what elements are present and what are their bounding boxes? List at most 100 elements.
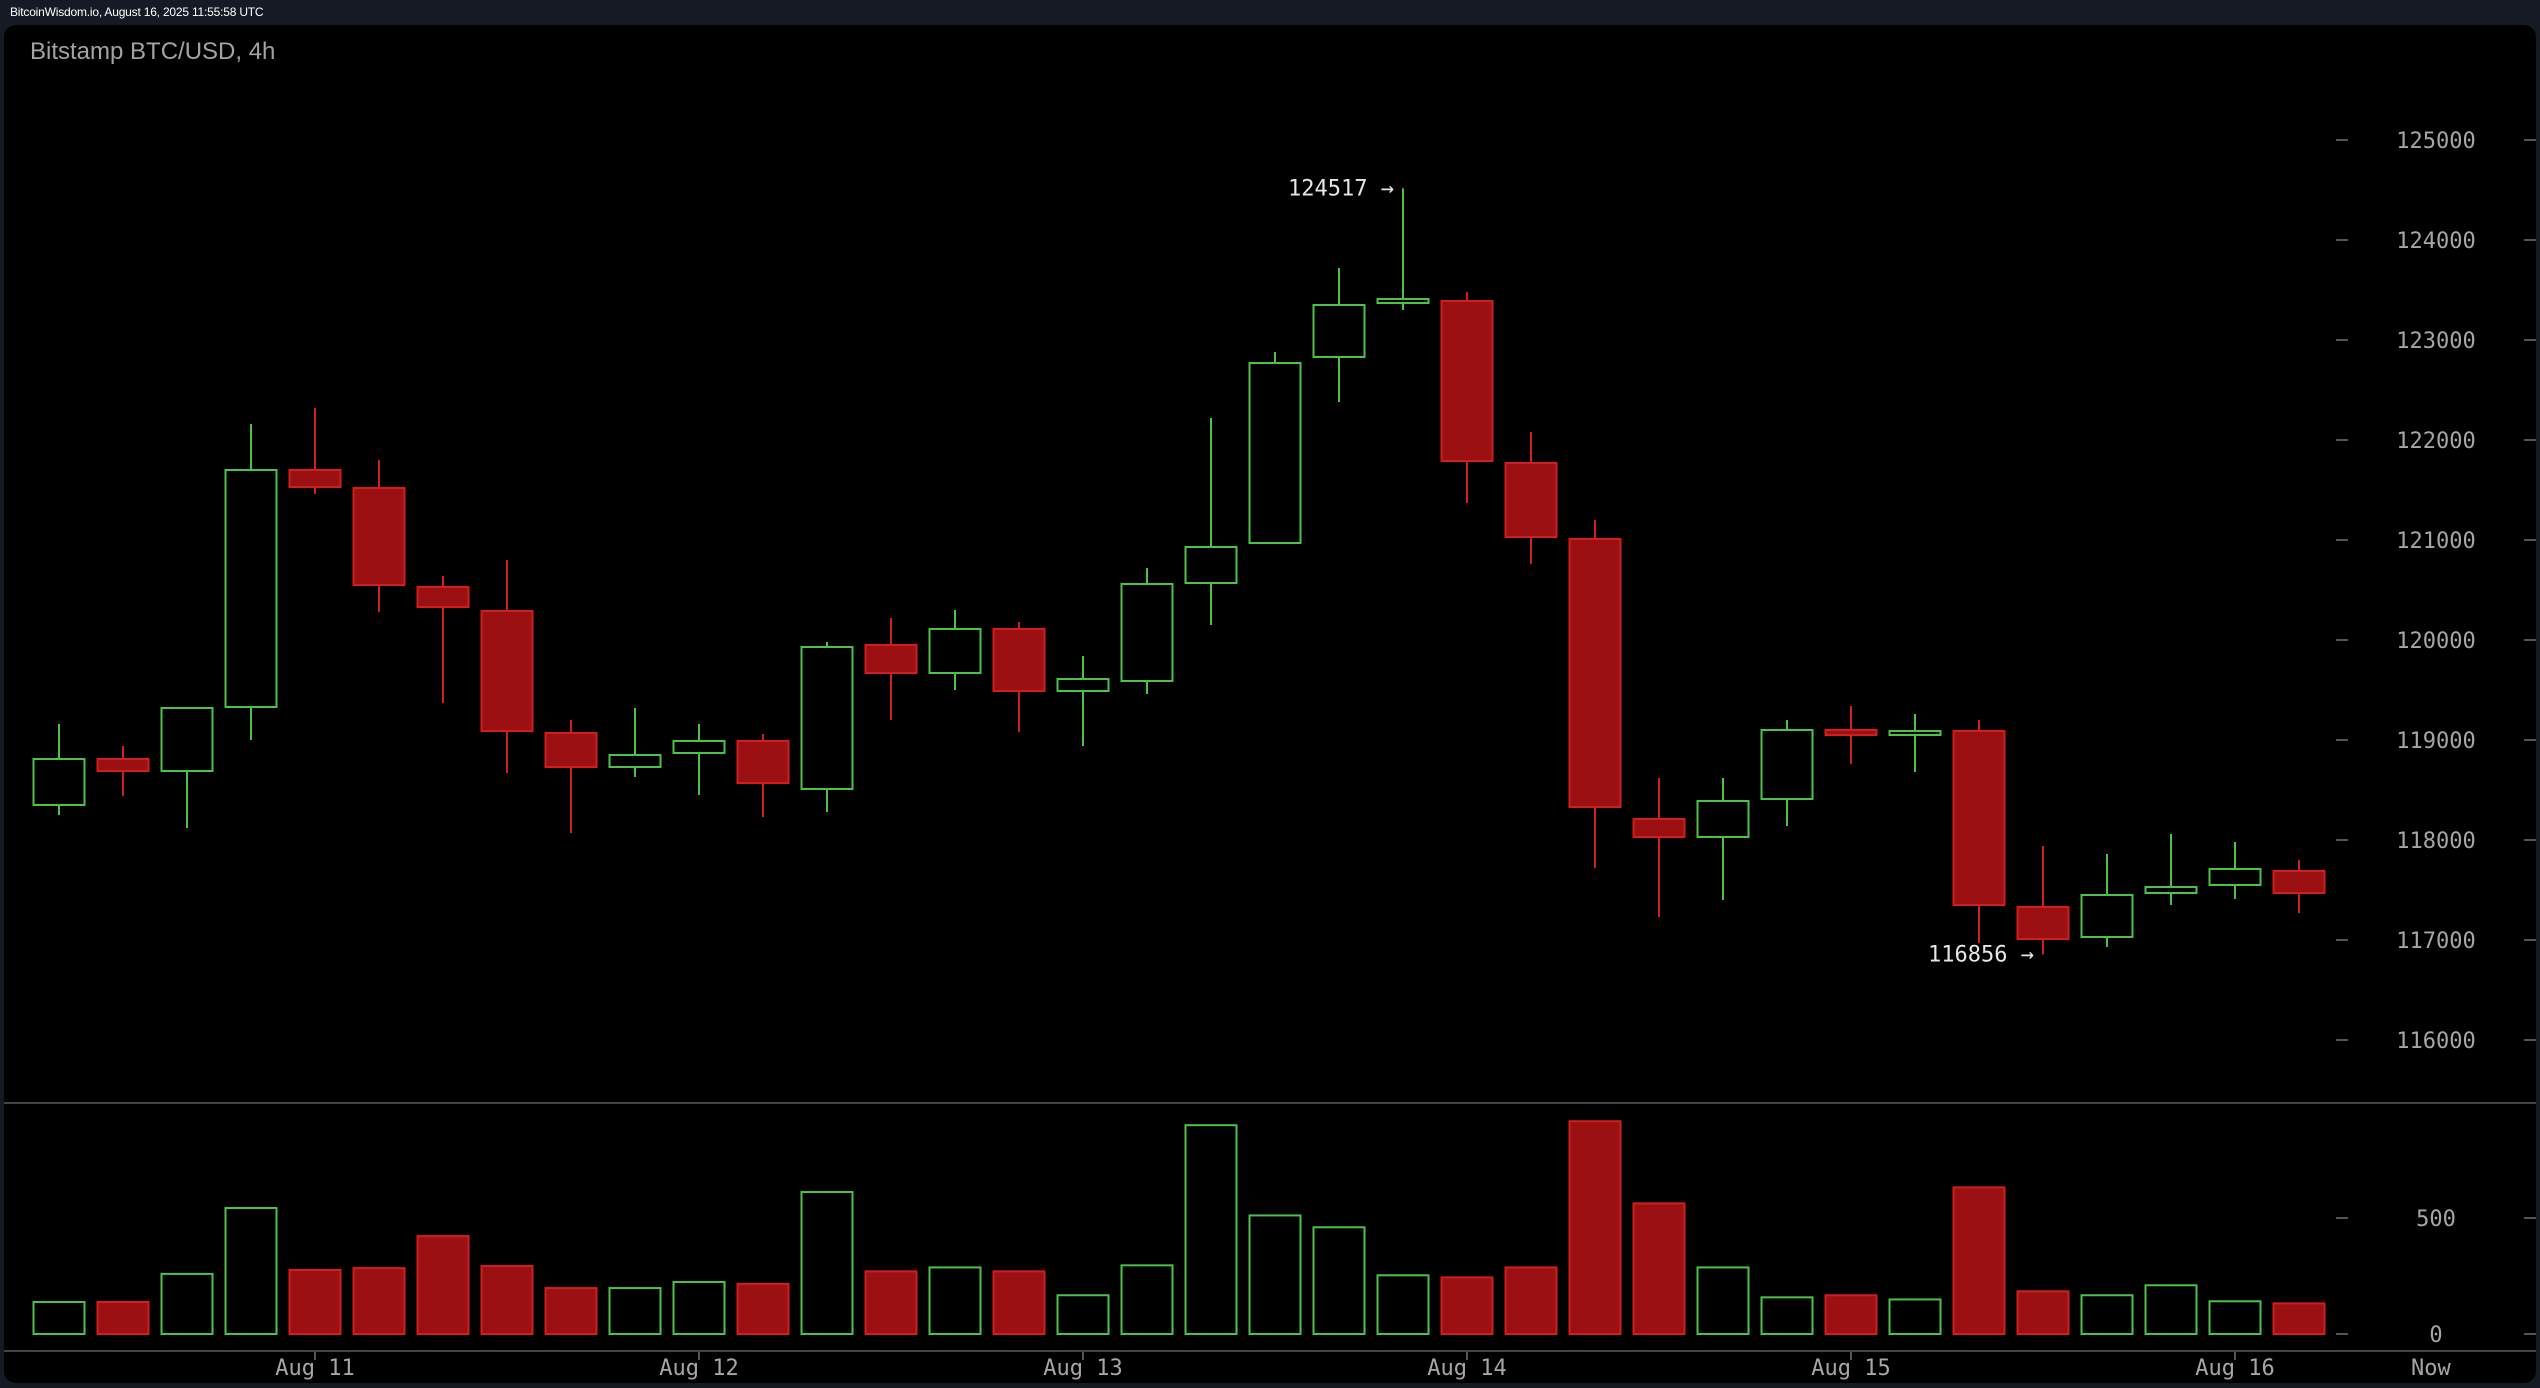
candles-layer [32, 188, 2326, 955]
candle-up [1760, 720, 1814, 826]
volume-bar-down [2016, 1290, 2070, 1336]
volume-bar-down [1440, 1276, 1494, 1335]
candle-up [672, 724, 726, 795]
candle-body [96, 758, 150, 772]
candle-down [1568, 520, 1622, 868]
candle-body [1952, 730, 2006, 906]
candle-body [2016, 906, 2070, 940]
candle-body [1568, 538, 1622, 808]
volume-bar-down [352, 1267, 406, 1336]
volume-bar-up [1056, 1294, 1110, 1335]
annotations-layer: 124517 → 116856 → [1288, 176, 2034, 967]
volume-bar-up [608, 1287, 662, 1335]
candle-up [1888, 714, 1942, 772]
candle-body [1120, 583, 1174, 682]
volume-bar-down [2272, 1302, 2326, 1335]
candle-down [2016, 846, 2070, 955]
chart-title: Bitstamp BTC/USD, 4h [30, 38, 276, 65]
time-tick-label: Aug 13 [1043, 1356, 1122, 1381]
candle-body [32, 758, 86, 806]
price-tick-label: 117000 [2396, 929, 2475, 954]
price-axis: 116000 117000 118000 119000 120000 121000 1220… [2336, 129, 2536, 1054]
candle-down [544, 720, 598, 833]
candle-down [1824, 706, 1878, 764]
candle-up [32, 724, 86, 815]
price-tick-label: 123000 [2396, 329, 2475, 354]
top-bar: BitcoinWisdom.io, August 16, 2025 11:55:… [0, 0, 2540, 25]
candle-body [544, 732, 598, 768]
time-tick-label: Aug 14 [1427, 1356, 1506, 1381]
volume-bar-down [864, 1270, 918, 1335]
volume-bar-up [32, 1300, 86, 1336]
time-tick-label: Aug 12 [659, 1356, 738, 1381]
candle-up [224, 424, 278, 740]
candle-body [2144, 886, 2198, 894]
candle-up [1312, 268, 1366, 402]
candle-down [1952, 720, 2006, 943]
candle-down [352, 460, 406, 612]
candle-body [1440, 300, 1494, 462]
candle-body [224, 469, 278, 708]
price-tick-label: 124000 [2396, 229, 2475, 254]
volume-bar-up [1376, 1274, 1430, 1335]
candle-body [1248, 362, 1302, 544]
volume-bar-up [1312, 1226, 1366, 1336]
candle-up [1248, 352, 1302, 544]
volume-bar-down [1504, 1266, 1558, 1336]
high-price-annotation: 124517 → [1288, 176, 1394, 201]
candle-body [2208, 868, 2262, 886]
candlestick-chart: 116000 117000 118000 119000 120000 121000 1220… [4, 129, 2536, 1381]
volume-bar-down [96, 1300, 150, 1336]
candle-body [928, 628, 982, 674]
candle-body [480, 610, 534, 732]
candle-up [1184, 418, 1238, 625]
volume-bar-up [1248, 1214, 1302, 1335]
volume-bar-up [2144, 1284, 2198, 1336]
candle-down [992, 622, 1046, 732]
volume-bar-up [2080, 1294, 2134, 1335]
chart-panel: 116000 117000 118000 119000 120000 121000 1220… [4, 25, 2536, 1383]
time-axis: Aug 11 Aug 12 Aug 13 Aug 14 Aug 15 Aug 16 Now [275, 1352, 2451, 1381]
volume-axis: 0 500 [2336, 1207, 2536, 1348]
candle-body [1632, 818, 1686, 838]
volume-bar-up [1888, 1298, 1942, 1336]
candle-down [736, 734, 790, 817]
volume-bar-up [1120, 1264, 1174, 1335]
volume-bar-down [1824, 1294, 1878, 1335]
volume-bar-down [416, 1235, 470, 1335]
candle-down [1504, 432, 1558, 564]
volume-bar-up [1184, 1124, 1238, 1335]
candle-body [608, 754, 662, 768]
candle-body [992, 628, 1046, 692]
candle-body [416, 586, 470, 608]
candle-body [1760, 729, 1814, 800]
candle-down [1440, 292, 1494, 503]
volume-bar-up [160, 1272, 214, 1335]
candle-up [2080, 854, 2134, 947]
candle-up [928, 610, 982, 690]
candle-down [416, 576, 470, 703]
candle-up [2208, 842, 2262, 899]
volume-bar-down [1952, 1186, 2006, 1335]
price-tick-label: 118000 [2396, 829, 2475, 854]
candle-body [1696, 800, 1750, 838]
volume-bar-up [2208, 1300, 2262, 1335]
volume-bar-down [1632, 1202, 1686, 1336]
candle-up [1696, 778, 1750, 900]
volume-bar-down [736, 1282, 790, 1335]
volume-bars-layer [32, 1120, 2326, 1336]
candle-up [160, 707, 214, 828]
time-tick-label: Aug 11 [275, 1356, 354, 1381]
candle-up [800, 642, 854, 812]
time-tick-label: Now [2411, 1356, 2451, 1381]
candle-down [1632, 778, 1686, 917]
candle-body [288, 469, 342, 488]
price-tick-label: 121000 [2396, 529, 2475, 554]
low-price-annotation: 116856 → [1928, 942, 2034, 967]
candle-body [352, 487, 406, 586]
candle-down [2272, 860, 2326, 913]
volume-bar-down [544, 1287, 598, 1335]
volume-bar-up [928, 1266, 982, 1336]
candle-down [288, 408, 342, 494]
candle-up [2144, 834, 2198, 905]
